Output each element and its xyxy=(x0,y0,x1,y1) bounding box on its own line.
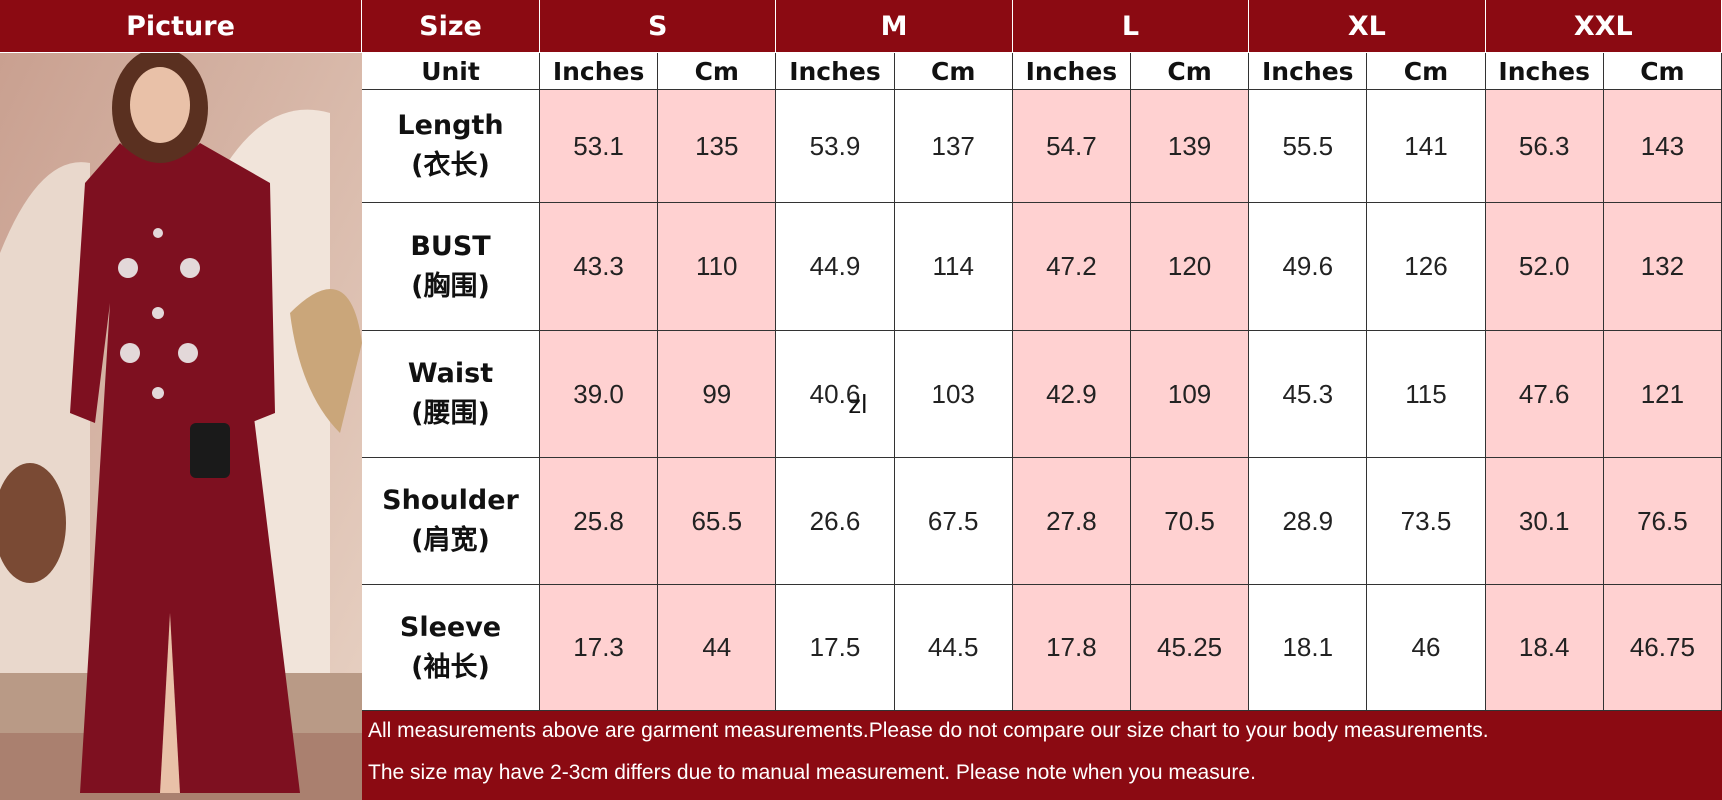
value-cell: 45.25 xyxy=(1131,585,1250,711)
measure-name-cn: (袖长) xyxy=(411,651,490,683)
unit-header: Inches xyxy=(540,53,659,90)
value-cell: 53.1 xyxy=(540,90,659,203)
value-cell: 70.5 xyxy=(1131,458,1250,585)
value-cell: 143 xyxy=(1603,90,1722,203)
product-picture xyxy=(0,53,362,800)
value-cell: 76.5 xyxy=(1603,458,1722,585)
value-cell: 43.3 xyxy=(540,203,659,331)
row-label: Shoulder (肩宽) xyxy=(362,458,540,585)
measure-name: Shoulder xyxy=(382,485,519,516)
size-header: XXL xyxy=(1485,0,1722,53)
value-cell: 45.3 xyxy=(1249,331,1368,458)
unit-header: Cm xyxy=(1603,53,1722,90)
measure-name: Length xyxy=(397,110,504,141)
value-cell: 67.5 xyxy=(894,458,1013,585)
value-cell: 120 xyxy=(1131,203,1250,331)
value-cell: 73.5 xyxy=(1367,458,1486,585)
measure-name: Waist xyxy=(407,358,494,389)
value-cell: 56.3 xyxy=(1485,90,1604,203)
value-cell: 26.6 xyxy=(776,458,895,585)
value-cell: 52.0 xyxy=(1485,203,1604,331)
header-cell: Picture xyxy=(0,0,362,53)
value-cell: 47.6 xyxy=(1485,331,1604,458)
notes: All measurements above are garment measu… xyxy=(362,711,1722,800)
measure-name-cn: (腰围) xyxy=(411,398,490,429)
value-cell: 132 xyxy=(1603,203,1722,331)
measure-name-cn: (肩宽) xyxy=(411,525,490,556)
note: All measurements above are garment measu… xyxy=(368,719,1489,742)
value-cell: 139 xyxy=(1131,90,1250,203)
measure-name: Sleeve xyxy=(399,611,502,643)
value-cell: 103 xyxy=(894,331,1013,458)
value-cell: 54.7 xyxy=(1012,90,1131,203)
row-label: BUST (胸围) xyxy=(362,203,540,331)
value-cell: 46.75 xyxy=(1603,585,1722,711)
value-cell: 30.1 xyxy=(1485,458,1604,585)
row-label: Length (衣长) xyxy=(362,90,540,203)
value-cell: 141 xyxy=(1367,90,1486,203)
value-cell: 135 xyxy=(658,90,777,203)
value-cell: 18.1 xyxy=(1249,585,1368,711)
measure-name: BUST xyxy=(410,230,491,262)
value-cell: 25.8 xyxy=(540,458,659,585)
value-cell: 47.2 xyxy=(1012,203,1131,331)
unit-header: Cm xyxy=(658,53,777,90)
value-cell: 44.5 xyxy=(894,585,1013,711)
value-cell: 40.6 zl xyxy=(776,331,895,458)
size-header: L xyxy=(1012,0,1250,53)
value-cell: 110 xyxy=(658,203,777,331)
unit-header: Cm xyxy=(1367,53,1486,90)
value-cell: 39.0 xyxy=(540,331,659,458)
value-cell: 109 xyxy=(1131,331,1250,458)
value-cell: 17.3 xyxy=(540,585,659,711)
value-cell: 121 xyxy=(1603,331,1722,458)
size-header: S xyxy=(540,0,777,53)
header-cell: Size xyxy=(362,0,540,53)
value-cell: 18.4 xyxy=(1485,585,1604,711)
value-cell: 17.8 xyxy=(1012,585,1131,711)
value-cell: 44 xyxy=(658,585,777,711)
value-cell: 114 xyxy=(894,203,1013,331)
unit-header: Inches xyxy=(1485,53,1604,90)
unit-header: Cm xyxy=(894,53,1013,90)
unit-header: Inches xyxy=(776,53,895,90)
unit-label: Unit xyxy=(362,53,540,90)
size-header: M xyxy=(776,0,1013,53)
note: The size may have 2-3cm differs due to m… xyxy=(368,761,1256,784)
measure-name-cn: (衣长) xyxy=(411,150,490,181)
value-cell: 53.9 xyxy=(776,90,895,203)
value-cell: 44.9 xyxy=(776,203,895,331)
value-cell: 17.5 xyxy=(776,585,895,711)
value-cell: 99 xyxy=(658,331,777,458)
value-cell: 115 xyxy=(1367,331,1486,458)
row-label: Waist (腰围) xyxy=(362,331,540,458)
unit-header: Inches xyxy=(1012,53,1131,90)
unit-header: Cm xyxy=(1131,53,1250,90)
value-cell: 46 xyxy=(1367,585,1486,711)
row-label: Sleeve (袖长) xyxy=(362,585,540,711)
value-cell: 27.8 xyxy=(1012,458,1131,585)
size-header: XL xyxy=(1249,0,1486,53)
measure-name-cn: (胸围) xyxy=(411,270,490,302)
stray-mark: zl xyxy=(848,389,868,419)
value-cell: 49.6 xyxy=(1249,203,1368,331)
unit-header: Inches xyxy=(1249,53,1368,90)
value-cell: 137 xyxy=(894,90,1013,203)
value-cell: 28.9 xyxy=(1249,458,1368,585)
value-cell: 55.5 xyxy=(1249,90,1368,203)
value-cell: 65.5 xyxy=(658,458,777,585)
value-cell: 126 xyxy=(1367,203,1486,331)
value-cell: 42.9 xyxy=(1012,331,1131,458)
